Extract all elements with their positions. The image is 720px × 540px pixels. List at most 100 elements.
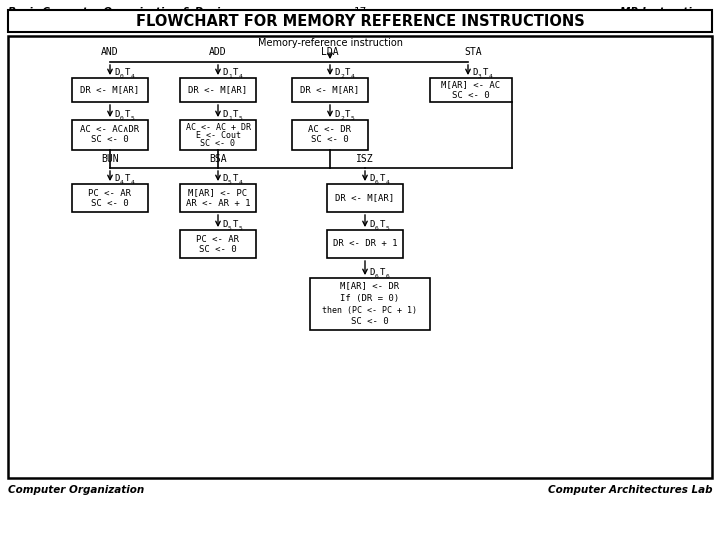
Text: DR <- M[AR]: DR <- M[AR]	[300, 85, 359, 94]
Text: If (DR = 0): If (DR = 0)	[341, 294, 400, 302]
Text: D: D	[222, 174, 228, 183]
Text: D: D	[334, 68, 339, 77]
Text: Computer Organization: Computer Organization	[8, 485, 144, 495]
Text: M[AR] <- AC: M[AR] <- AC	[441, 80, 500, 90]
Text: 0: 0	[120, 116, 124, 120]
Text: 6: 6	[386, 273, 390, 279]
Text: AR <- AR + 1: AR <- AR + 1	[186, 199, 251, 207]
Text: D: D	[369, 174, 374, 183]
Bar	[8, 36, 712, 478]
Text: AC <- AC∧DR: AC <- AC∧DR	[81, 125, 140, 134]
Text: T: T	[380, 268, 385, 277]
Text: 6: 6	[375, 179, 379, 185]
Bar	[72, 184, 148, 212]
Text: FLOWCHART FOR MEMORY REFERENCE INSTRUCTIONS: FLOWCHART FOR MEMORY REFERENCE INSTRUCTI…	[135, 14, 585, 29]
Bar	[327, 184, 403, 212]
Text: 4: 4	[239, 179, 243, 185]
Bar	[180, 184, 256, 212]
Text: SC <- 0: SC <- 0	[452, 91, 490, 99]
Bar	[8, 10, 712, 32]
Text: T: T	[233, 174, 238, 183]
Text: 17: 17	[354, 7, 366, 17]
Bar	[72, 78, 148, 102]
Text: D: D	[114, 110, 120, 119]
Bar	[180, 230, 256, 258]
Bar	[180, 78, 256, 102]
Text: 4: 4	[239, 73, 243, 78]
Text: 1: 1	[228, 116, 232, 120]
Text: SC <- 0: SC <- 0	[91, 199, 129, 207]
Text: 6: 6	[375, 273, 379, 279]
Text: 5: 5	[239, 116, 243, 120]
Text: 4: 4	[131, 179, 135, 185]
Text: D: D	[472, 68, 477, 77]
Text: 5: 5	[386, 226, 390, 231]
Text: BSA: BSA	[210, 154, 227, 164]
Text: 2: 2	[340, 116, 343, 120]
Text: 5: 5	[131, 116, 135, 120]
Text: SC <- 0: SC <- 0	[351, 318, 389, 327]
Text: D: D	[334, 110, 339, 119]
Text: T: T	[125, 68, 130, 77]
Text: T: T	[125, 110, 130, 119]
Text: DR <- M[AR]: DR <- M[AR]	[189, 85, 248, 94]
Text: AC <- DR: AC <- DR	[308, 125, 351, 134]
Text: D: D	[222, 110, 228, 119]
Text: E <- Cout: E <- Cout	[196, 131, 240, 139]
Bar	[430, 78, 512, 102]
Text: DR <- M[AR]: DR <- M[AR]	[81, 85, 140, 94]
Text: 4: 4	[131, 73, 135, 78]
Text: STA: STA	[464, 47, 482, 57]
Text: DR <- M[AR]: DR <- M[AR]	[336, 193, 395, 202]
Text: 4: 4	[386, 179, 390, 185]
Text: D: D	[222, 68, 228, 77]
Text: D: D	[369, 220, 374, 229]
Text: T: T	[380, 174, 385, 183]
Text: T: T	[233, 110, 238, 119]
Bar	[292, 78, 368, 102]
Text: BUN: BUN	[102, 154, 119, 164]
Text: DR <- DR + 1: DR <- DR + 1	[333, 240, 397, 248]
Text: 5: 5	[351, 116, 355, 120]
Text: 6: 6	[375, 226, 379, 231]
Text: M[AR] <- PC: M[AR] <- PC	[189, 188, 248, 198]
Text: M[AR] <- DR: M[AR] <- DR	[341, 281, 400, 291]
Text: T: T	[345, 110, 351, 119]
Text: SC <- 0: SC <- 0	[91, 136, 129, 145]
Text: MR Instructions: MR Instructions	[620, 7, 712, 17]
Text: AC <- AC + DR: AC <- AC + DR	[186, 123, 251, 132]
Text: ADD: ADD	[210, 47, 227, 57]
Text: T: T	[125, 174, 130, 183]
Bar	[72, 120, 148, 150]
Text: D: D	[222, 220, 228, 229]
Text: 4: 4	[351, 73, 355, 78]
Text: 3: 3	[478, 73, 482, 78]
Text: LDA: LDA	[321, 47, 339, 57]
Text: 5: 5	[228, 179, 232, 185]
Text: SC <- 0: SC <- 0	[311, 136, 348, 145]
Text: 4: 4	[489, 73, 492, 78]
Text: 5: 5	[228, 226, 232, 231]
Text: PC <- AR: PC <- AR	[197, 234, 240, 244]
Bar	[292, 120, 368, 150]
Text: T: T	[345, 68, 351, 77]
Bar	[327, 230, 403, 258]
Text: ISZ: ISZ	[356, 154, 374, 164]
Text: 5: 5	[239, 226, 243, 231]
Text: T: T	[380, 220, 385, 229]
Text: SC <- 0: SC <- 0	[199, 245, 237, 253]
Bar	[180, 120, 256, 150]
Text: SC <- 0: SC <- 0	[200, 138, 235, 147]
Text: 0: 0	[120, 73, 124, 78]
Text: D: D	[114, 68, 120, 77]
Text: Computer Architectures Lab: Computer Architectures Lab	[547, 485, 712, 495]
Text: 2: 2	[340, 73, 343, 78]
Text: PC <- AR: PC <- AR	[89, 188, 132, 198]
Text: T: T	[233, 68, 238, 77]
Text: 1: 1	[228, 73, 232, 78]
Text: Basic Computer Organization & Design: Basic Computer Organization & Design	[8, 7, 235, 17]
Text: Memory-reference instruction: Memory-reference instruction	[258, 38, 402, 48]
Text: T: T	[233, 220, 238, 229]
Text: 4: 4	[120, 179, 124, 185]
Bar	[310, 278, 430, 330]
